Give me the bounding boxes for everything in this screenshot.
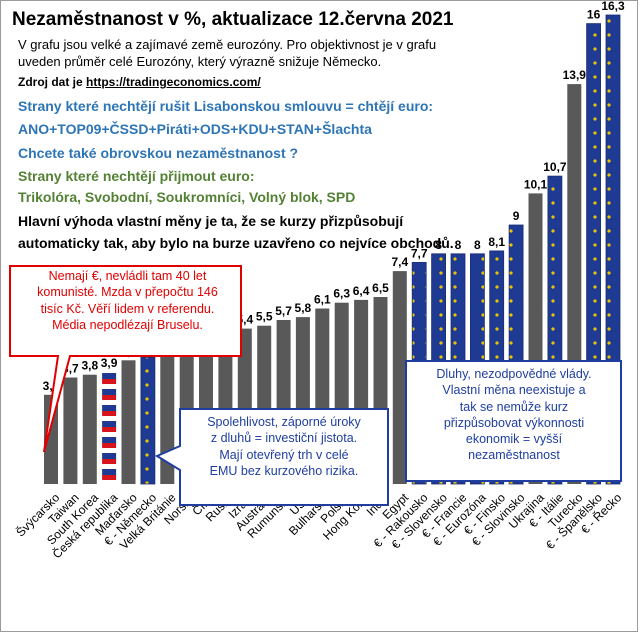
red-callout-line-3: tisíc Kč. Věří lidem v referendu. (40, 301, 215, 316)
value-label-it-lie: 10,7 (543, 160, 567, 174)
value-label-hong-kong: 6,4 (353, 284, 370, 298)
source-prefix: Zdroj dat je (18, 75, 87, 89)
blue-right-callout-line-4: přizpůsobovat výkonnosti (443, 415, 585, 430)
red-callout-line-2: komunisté. Mzda v přepočtu 146 (37, 285, 218, 300)
bar-south-korea (82, 374, 97, 484)
red-callout-line-1: Nemají €, nevládli tam 40 let (48, 269, 207, 283)
value-label-egypt: 7,4 (391, 255, 408, 269)
red-callout-line-4: Média nepodlézají Bruselu. (52, 317, 203, 332)
text-line-1: Strany které nechtějí rušit Lisabonskou … (18, 98, 434, 114)
blue-right-callout-shape (405, 360, 622, 482)
value-label-francie: 8 (455, 238, 462, 252)
value-label-slovensko: 8 (435, 238, 442, 252)
blue-left-callout-line-4: EMU bez kurzového rizika. (209, 463, 359, 478)
value-label-euroz-na: 8 (474, 238, 481, 252)
value-label-slovinsko: 9 (513, 209, 520, 223)
blue-right-callout-line-6: nezaměstnanost (468, 448, 560, 463)
blue-left-callout-line-2: z dluhů = investiční jistota. (210, 431, 358, 446)
value-label-south-korea: 3,8 (81, 359, 98, 373)
blue-right-callout-line-2: Vlastní měna neexistuje a (442, 383, 586, 398)
value-label-usa: 5,8 (295, 301, 312, 315)
value-label-ukrajina: 10,1 (524, 177, 548, 191)
value-label-ecko: 16,3 (601, 0, 625, 13)
text-line-2: ANO+TOP09+ČSSD+Piráti+ODS+KDU+STAN+Šlach… (18, 121, 372, 137)
blue-right-callout-line-3: tak se nemůže kurz (459, 399, 569, 414)
bar-n-mecko (140, 356, 156, 485)
subtitle-line-2: uveden průměr celé Eurozóny, který výraz… (18, 54, 382, 69)
value-label-finsko: 8,1 (488, 235, 505, 249)
value-label-esk-republika: 3,9 (101, 356, 118, 370)
blue-left-callout-shape (154, 408, 389, 506)
text-line-4: Strany které nechtějí přijmout euro: (18, 168, 255, 184)
value-label-pan-lsko: 16 (587, 8, 601, 22)
value-label-turecko: 13,9 (563, 68, 587, 82)
value-label-bulharsko: 6,1 (314, 293, 331, 307)
text-line-5: Trikolóra, Svobodní, Soukromníci, Volný … (18, 189, 356, 205)
value-label-rumunsko: 5,7 (275, 304, 292, 318)
value-label-austr-lie: 5,5 (256, 310, 273, 324)
text-line-6: Hlavní výhoda vlastní měny je ta, že se … (18, 213, 404, 229)
blue-right-callout-line-1: Dluhy, nezodpovědné vlády. (436, 367, 592, 381)
value-label-indie: 6,5 (372, 281, 389, 295)
red-callout-text: Nemají €, nevládli tam 40 let komunisté.… (15, 268, 240, 333)
subtitle-line-1: V grafu jsou velké a zajímavé země euroz… (18, 37, 437, 52)
red-callout-shape (9, 265, 242, 453)
chart-title: Nezaměstnanost v %, aktualizace 12.červn… (12, 9, 454, 30)
blue-left-callout-line-1: Spolehlivost, záporné úroky (207, 415, 361, 429)
blue-right-callout-text: Dluhy, nezodpovědné vlády. Vlastní měna … (410, 366, 618, 464)
value-label-rakousko: 7,7 (411, 246, 428, 260)
bar-taiwan (63, 377, 78, 484)
text-line-3: Chcete také obrovskou nezaměstnanost ? (18, 145, 299, 161)
bar-egypt (392, 271, 407, 484)
value-label-polsko: 6,3 (333, 287, 350, 301)
text-line-7: automaticky tak, aby bylo na burze uzavř… (18, 235, 454, 251)
source-line: Zdroj dat je https://tradingeconomics.co… (18, 76, 261, 88)
blue-left-callout-text: Spolehlivost, záporné úroky z dluhů = in… (185, 414, 383, 479)
blue-right-callout-line-5: ekonomik = vyšší (465, 432, 563, 446)
bar-ma-arsko (121, 360, 136, 484)
blue-left-callout-line-3: Mají otevřený trh v celé (219, 447, 349, 462)
bar-v-carsko (44, 394, 58, 484)
source-link[interactable]: https://tradingeconomics.com/ (86, 75, 261, 89)
bar-esk-republika (102, 371, 117, 484)
